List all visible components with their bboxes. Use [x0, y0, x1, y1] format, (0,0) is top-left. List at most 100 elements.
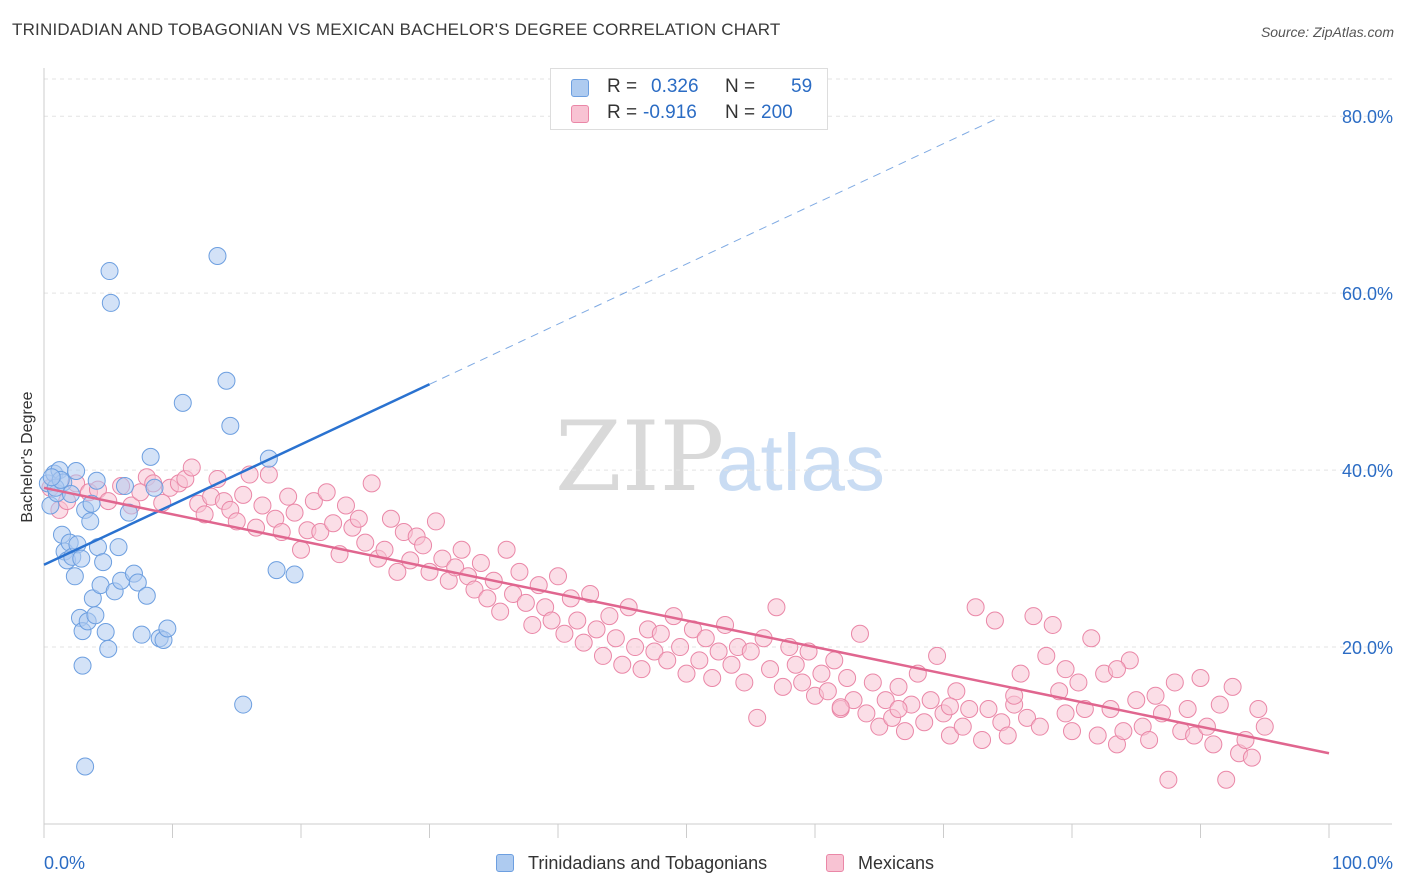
data-point: [208, 247, 227, 266]
data-point: [356, 533, 375, 552]
stats-swatch-blue: [571, 79, 589, 97]
data-point: [876, 691, 895, 710]
data-point: [773, 677, 792, 696]
data-point: [722, 655, 741, 674]
r-label: R =: [607, 76, 638, 97]
data-point: [72, 549, 91, 568]
data-point: [67, 462, 86, 481]
data-point: [645, 642, 664, 661]
data-point: [465, 580, 484, 599]
data-point: [748, 708, 767, 727]
data-point: [234, 485, 253, 504]
data-point: [593, 646, 612, 665]
data-point: [549, 567, 567, 586]
data-point: [574, 633, 593, 652]
data-point: [523, 615, 542, 634]
data-point: [1107, 660, 1126, 679]
legend-swatch-blue: [496, 854, 514, 872]
legend-swatch-pink: [826, 854, 844, 872]
data-point: [381, 509, 400, 528]
y-tick-label: 60.0%: [1342, 284, 1393, 304]
data-point: [1082, 629, 1101, 648]
data-point: [158, 619, 177, 638]
data-point: [1043, 615, 1062, 634]
data-point: [542, 611, 561, 630]
watermark-zip: ZIP: [555, 401, 724, 513]
data-point: [1159, 770, 1178, 789]
trend-lines: [43, 119, 1330, 755]
data-point: [1030, 717, 1049, 736]
x-tick-label: 0.0%: [44, 853, 85, 873]
data-point: [99, 639, 118, 658]
data-point: [651, 624, 670, 643]
trend-line: [43, 383, 431, 566]
zipatlas-watermark: ZIP atlas: [555, 401, 885, 513]
r-value: 0.326: [651, 76, 699, 97]
data-point: [979, 699, 998, 718]
x-tick-label: 100.0%: [1332, 853, 1393, 873]
data-point: [182, 458, 201, 477]
data-point: [1249, 699, 1268, 718]
data-point: [940, 697, 959, 716]
data-point: [998, 726, 1017, 745]
data-point: [311, 523, 330, 542]
data-point: [1146, 686, 1165, 705]
data-point: [128, 573, 147, 592]
data-point: [1165, 673, 1184, 692]
data-point: [735, 673, 754, 692]
data-point: [928, 646, 947, 665]
data-point: [145, 478, 164, 497]
gridlines: [44, 78, 1392, 648]
n-value: 59: [791, 76, 813, 97]
data-point: [1056, 704, 1075, 723]
data-point: [259, 465, 278, 484]
data-point: [336, 496, 355, 515]
data-point: [568, 611, 587, 630]
data-point: [324, 514, 343, 533]
data-point: [671, 638, 690, 657]
data-point: [947, 682, 966, 701]
n-value: 200: [761, 102, 793, 123]
data-point: [1217, 770, 1236, 789]
data-point: [452, 540, 471, 559]
data-point: [497, 540, 516, 559]
data-point: [857, 704, 876, 723]
data-point: [1178, 699, 1197, 718]
data-point: [818, 682, 837, 701]
data-point: [349, 509, 368, 528]
data-point: [767, 598, 786, 617]
data-point: [173, 393, 192, 412]
data-point: [141, 447, 160, 466]
data-point: [195, 505, 214, 524]
data-point: [65, 567, 84, 586]
y-tick-label: 40.0%: [1342, 461, 1393, 481]
data-point: [1140, 730, 1159, 749]
data-point: [285, 565, 304, 584]
data-point: [221, 416, 240, 435]
y-tick-label: 20.0%: [1342, 638, 1393, 658]
data-point: [587, 620, 606, 639]
r-value: -0.916: [643, 102, 697, 123]
data-point: [285, 503, 304, 522]
data-point: [838, 669, 857, 688]
data-point: [966, 598, 985, 617]
data-point: [921, 691, 940, 710]
data-point: [870, 717, 889, 736]
data-point: [613, 655, 632, 674]
data-point: [677, 664, 696, 683]
data-point: [73, 656, 92, 675]
watermark-atlas: atlas: [716, 418, 885, 507]
data-point: [217, 371, 236, 390]
data-point: [401, 551, 420, 570]
data-point: [304, 492, 323, 511]
data-point: [1210, 695, 1229, 714]
data-point: [109, 538, 128, 557]
data-point: [87, 471, 106, 490]
data-point: [1114, 722, 1133, 741]
data-point: [471, 554, 490, 573]
y-tick-label: 80.0%: [1342, 107, 1393, 127]
data-point: [915, 713, 934, 732]
legend-label: Trinidadians and Tobagonians: [528, 853, 768, 873]
data-point: [267, 561, 286, 580]
